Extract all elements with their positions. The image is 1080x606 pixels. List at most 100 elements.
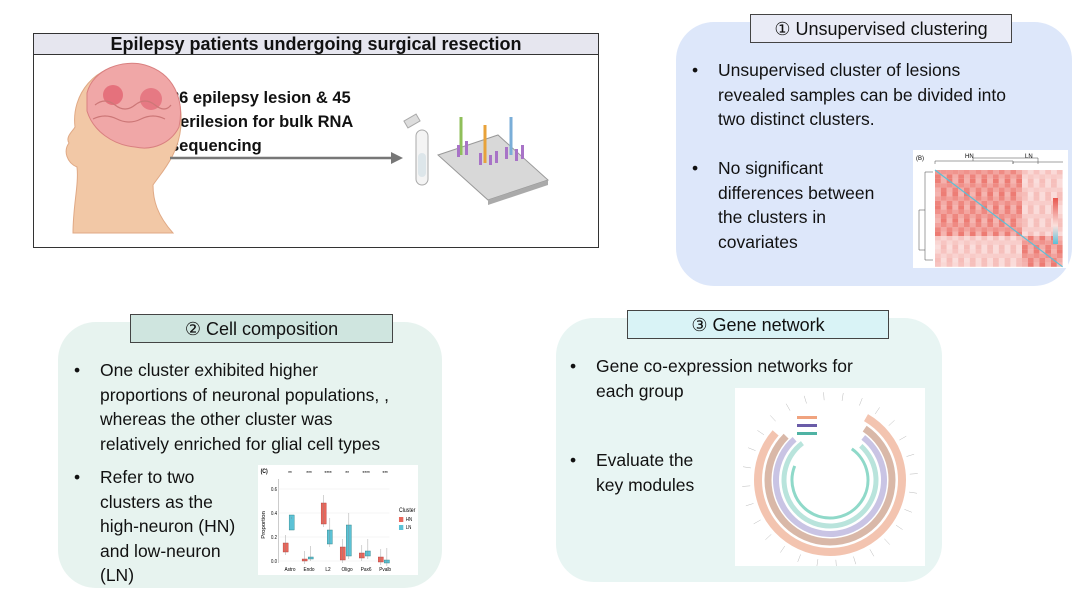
heatmap-cell bbox=[1039, 258, 1046, 263]
heatmap-cell bbox=[1022, 170, 1028, 175]
heatmap-cell bbox=[1033, 214, 1040, 219]
y-tick-label: 0.6 bbox=[271, 487, 277, 492]
heatmap-cell bbox=[1045, 174, 1051, 179]
heatmap-cell bbox=[975, 236, 982, 241]
heatmap-cell bbox=[1004, 196, 1011, 201]
bullet-line: differences between bbox=[718, 182, 875, 203]
heatmap-cells bbox=[935, 170, 1063, 267]
heatmap-cell bbox=[964, 209, 970, 214]
heatmap-cell bbox=[987, 218, 993, 223]
heatmap-cell bbox=[940, 244, 947, 250]
heatmap-cell bbox=[1056, 222, 1063, 228]
heatmap-cell bbox=[981, 196, 988, 201]
heatmap-cell bbox=[1039, 231, 1046, 236]
heatmap-cell bbox=[946, 218, 953, 223]
heatmap-cell bbox=[1045, 231, 1051, 236]
label-tick bbox=[757, 430, 765, 436]
heatmap-cell bbox=[1051, 262, 1057, 267]
heatmap-cell bbox=[969, 249, 976, 254]
heatmap-cell bbox=[993, 227, 999, 232]
heatmap-cell bbox=[1039, 227, 1046, 232]
heatmap-cell bbox=[969, 222, 976, 228]
heatmap-cell bbox=[1010, 170, 1017, 175]
heatmap-cell bbox=[946, 258, 953, 263]
group-label: HN bbox=[965, 154, 974, 160]
heatmap-cell bbox=[993, 218, 999, 223]
heatmap-cell bbox=[952, 249, 959, 254]
dendrogram bbox=[934, 157, 1063, 164]
heatmap-cell bbox=[1022, 183, 1028, 188]
heatmap-cell bbox=[993, 253, 999, 258]
heatmap-cell bbox=[1010, 236, 1017, 241]
heatmap-cell bbox=[1010, 222, 1017, 228]
heatmap-cell bbox=[998, 214, 1005, 219]
heatmap-cell bbox=[1039, 214, 1046, 219]
heatmap-cell bbox=[1010, 253, 1017, 258]
heatmap-cell bbox=[1022, 222, 1028, 228]
bullet: • One cluster exhibited higher proportions… bbox=[74, 358, 389, 456]
heatmap-cell bbox=[1016, 209, 1022, 214]
y-axis-label: Proportion bbox=[261, 511, 267, 539]
heatmap-cell bbox=[969, 183, 976, 188]
heatmap-cell bbox=[1004, 174, 1011, 179]
heatmap-cell bbox=[975, 187, 982, 192]
heatmap-cell bbox=[987, 244, 993, 250]
heatmap-cell bbox=[958, 183, 964, 188]
heatmap-cell bbox=[969, 178, 976, 184]
significance-label: ** bbox=[288, 471, 292, 477]
heatmap-cell bbox=[935, 244, 941, 250]
heatmap-cell bbox=[1004, 218, 1011, 223]
heatmap-cell bbox=[1010, 231, 1017, 236]
heatmap-cell bbox=[1022, 262, 1028, 267]
heatmap-cell bbox=[952, 227, 959, 232]
heatmap-cell bbox=[1033, 240, 1040, 245]
heatmap-cell bbox=[998, 227, 1005, 232]
x-tick-label: Pax6 bbox=[361, 567, 372, 573]
heatmap-cell bbox=[1045, 227, 1051, 232]
heatmap-cell bbox=[987, 174, 993, 179]
heatmap-cell bbox=[1022, 200, 1028, 206]
label-tick bbox=[884, 538, 890, 545]
heatmap-cell bbox=[1039, 209, 1046, 214]
heatmap-cell bbox=[964, 218, 970, 223]
heatmap-cell bbox=[1004, 183, 1011, 188]
panel-title: ① Unsupervised clustering bbox=[750, 14, 1012, 43]
heatmap-cell bbox=[946, 187, 953, 192]
heatmap-cell bbox=[1045, 222, 1051, 228]
heatmap-cell bbox=[1022, 187, 1028, 192]
heatmap-cell bbox=[940, 170, 947, 175]
heatmap-cell bbox=[946, 170, 953, 175]
heatmap-cell bbox=[1004, 236, 1011, 241]
heatmap-cell bbox=[1033, 253, 1040, 258]
heatmap-cell bbox=[940, 214, 947, 219]
heatmap-cell bbox=[993, 178, 999, 184]
heatmap-cell bbox=[1039, 240, 1046, 245]
heatmap-cell bbox=[964, 187, 970, 192]
network-figure bbox=[735, 388, 925, 566]
intro-line: sequencing bbox=[170, 137, 262, 155]
heatmap-cell bbox=[958, 249, 964, 254]
significance-label: *** bbox=[382, 471, 388, 477]
heatmap-cell bbox=[935, 218, 941, 223]
heatmap-cell bbox=[1016, 205, 1022, 210]
panel-title: ③ Gene network bbox=[627, 310, 889, 339]
heatmap-cell bbox=[1016, 218, 1022, 223]
heatmap-cell bbox=[952, 187, 959, 192]
heatmap-cell bbox=[958, 236, 964, 241]
heatmap-cell bbox=[964, 253, 970, 258]
heatmap-cell bbox=[1056, 192, 1063, 197]
heatmap-cell bbox=[1027, 258, 1034, 263]
heatmap-cell bbox=[964, 214, 970, 219]
heatmap-cell bbox=[1010, 240, 1017, 245]
heatmap-cell bbox=[1016, 178, 1022, 184]
bullet-marker: • bbox=[692, 60, 699, 80]
heatmap-cell bbox=[993, 196, 999, 201]
heatmap-cell bbox=[1039, 192, 1046, 197]
heatmap-cell bbox=[935, 209, 941, 214]
heatmap-cell bbox=[964, 170, 970, 175]
heatmap-cell bbox=[1056, 227, 1063, 232]
heatmap-cell bbox=[998, 236, 1005, 241]
heatmap-cell bbox=[1027, 196, 1034, 201]
heatmap-cell bbox=[1039, 174, 1046, 179]
heatmap-cell bbox=[975, 214, 982, 219]
